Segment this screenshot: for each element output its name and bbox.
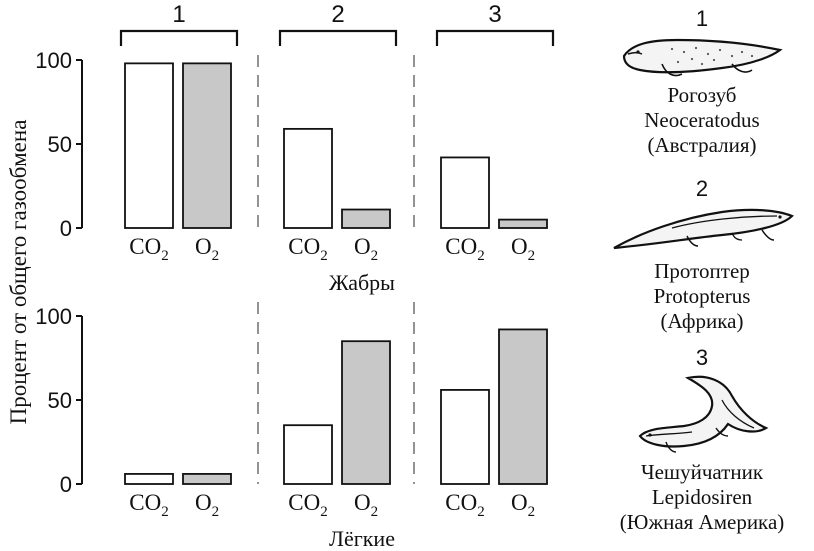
y-axis-label: Процент от общего газообмена [6,120,31,425]
bar-co-group-2 [283,127,333,229]
lungfish-neoceratodus-icon [622,38,783,77]
species-number: 2 [695,176,709,201]
group-bracket [435,29,555,46]
species-caption-2: 2 Протоптер Protopterus (Африка) [596,176,808,334]
species-common-name: Рогозуб [667,83,737,107]
species-latin-name: Neoceratodus [644,108,760,132]
bar-o-group-2 [341,208,391,229]
species-number: 3 [695,345,709,370]
bar-co-group-1 [124,473,174,485]
species-common-name: Протоптер [654,259,750,283]
x-tick-label: O2 [195,490,219,520]
bar-co-group-3 [440,156,490,229]
panel-label-gills: Жабры [329,270,395,295]
bar-o-group-1 [182,62,232,229]
species-caption-1: 1 Рогозуб Neoceratodus (Австралия) [596,6,808,158]
y-tick-label: 50 [48,132,72,157]
y-tick-label: 50 [48,388,72,413]
species-latin-name: Protopterus [653,284,751,308]
y-tick-label: 100 [35,48,72,73]
y-tick-label: 0 [60,216,72,241]
species-number: 1 [695,6,709,31]
x-tick-label: CO2 [288,490,327,520]
x-tick-label: O2 [354,234,378,264]
species-common-name: Чешуйчатник [640,460,764,484]
bar-o-group-2 [341,340,391,485]
y-tick-label: 0 [60,472,72,497]
bar-o-group-3 [498,218,548,229]
bar-co-group-1 [124,62,174,229]
group-bracket [119,29,239,46]
species-region: (Африка) [660,309,744,333]
panel-label-lungs: Лёгкие [329,526,395,551]
species-region: (Австралия) [647,133,757,157]
group-bracket [278,29,398,46]
y-tick-label: 100 [35,304,72,329]
species-latin-name: Lepidosiren [651,485,753,509]
lungfish-protopterus-icon [613,208,794,250]
lungfish-lepidosiren-icon [638,375,769,453]
group-number-label: 1 [172,1,185,28]
x-tick-label: O2 [354,490,378,520]
x-tick-label: CO2 [129,234,168,264]
x-tick-label: CO2 [445,234,484,264]
x-tick-label: O2 [511,234,535,264]
bar-co-group-2 [283,424,333,485]
species-caption-3: 3 Чешуйчатник Lepidosiren (Южная Америка… [596,345,808,535]
x-tick-label: O2 [511,490,535,520]
x-tick-label: CO2 [129,490,168,520]
x-tick-label: CO2 [445,490,484,520]
group-number-label: 3 [488,1,501,28]
bar-co-group-3 [440,389,490,485]
chart-layer: Процент от общего газообмена 1 2 3 0 50 100 CO2… [6,1,555,551]
x-tick-label: CO2 [288,234,327,264]
species-region: (Южная Америка) [619,510,785,534]
bar-o-group-1 [182,473,232,485]
group-number-label: 2 [331,1,344,28]
x-tick-label: O2 [195,234,219,264]
bar-o-group-3 [498,328,548,485]
